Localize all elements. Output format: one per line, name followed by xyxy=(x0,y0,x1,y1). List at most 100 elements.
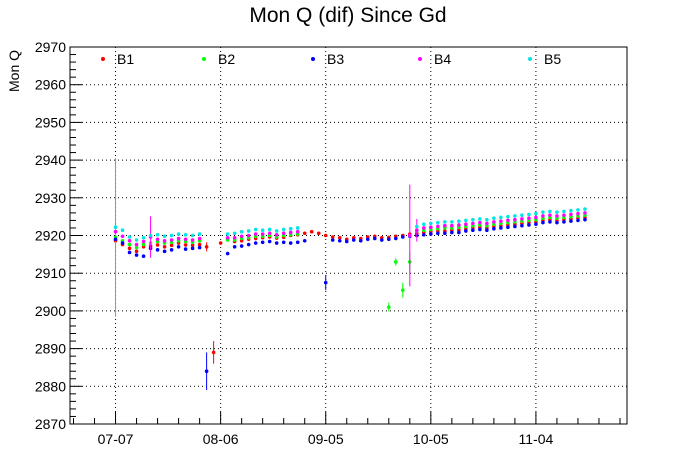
series-B3 xyxy=(113,217,587,391)
data-point xyxy=(169,238,174,242)
data-point xyxy=(393,236,398,241)
y-tick-label: 2910 xyxy=(35,265,66,281)
data-point xyxy=(134,245,139,250)
data-point xyxy=(169,248,174,252)
series-B4 xyxy=(113,184,587,287)
data-point xyxy=(197,236,202,241)
data-point xyxy=(127,246,132,251)
data-point xyxy=(464,218,468,223)
data-point xyxy=(337,238,342,243)
data-point xyxy=(569,208,573,213)
data-point xyxy=(113,237,118,242)
data-point xyxy=(443,223,447,228)
data-point xyxy=(457,230,461,235)
data-point xyxy=(562,220,566,224)
data-point xyxy=(541,220,545,225)
data-point xyxy=(176,232,181,236)
data-point xyxy=(120,228,125,233)
data-point xyxy=(141,239,146,244)
data-point xyxy=(372,236,377,241)
data-point xyxy=(190,238,195,242)
data-point xyxy=(260,232,265,236)
data-point xyxy=(386,305,391,309)
data-point xyxy=(197,242,202,247)
data-point xyxy=(155,232,160,237)
data-point xyxy=(450,223,454,228)
data-point xyxy=(492,216,496,220)
data-point xyxy=(134,249,139,254)
data-point xyxy=(527,212,531,217)
chart-title: Mon Q (dif) Since Gd xyxy=(249,4,447,27)
plot-frame xyxy=(69,46,628,425)
y-tick-label: 2970 xyxy=(35,39,66,55)
y-tick-label: 2880 xyxy=(35,378,66,394)
series-B2 xyxy=(113,158,587,317)
data-point xyxy=(288,226,293,231)
data-point xyxy=(583,207,587,211)
data-point xyxy=(120,234,125,239)
legend-marker xyxy=(101,57,105,61)
data-point xyxy=(162,234,167,239)
data-point xyxy=(400,235,405,239)
data-point xyxy=(295,226,300,230)
data-point xyxy=(499,219,503,223)
data-point xyxy=(239,244,244,248)
data-point xyxy=(478,220,482,225)
data-point xyxy=(548,213,552,217)
data-point xyxy=(281,227,286,232)
data-point xyxy=(569,212,573,217)
data-point xyxy=(351,238,356,242)
data-point xyxy=(548,209,552,214)
data-point xyxy=(204,369,209,374)
data-point xyxy=(548,220,552,224)
data-point xyxy=(155,243,160,247)
data-point xyxy=(393,260,398,264)
data-point xyxy=(274,229,279,233)
x-tick-label: 11-04 xyxy=(519,431,554,447)
data-point xyxy=(583,217,587,222)
legend-label: B3 xyxy=(327,51,344,67)
data-point xyxy=(534,211,538,216)
y-tick-label: 2890 xyxy=(35,341,66,357)
data-point xyxy=(562,209,566,214)
data-point xyxy=(464,222,468,226)
data-point xyxy=(443,220,447,224)
y-tick-label: 2950 xyxy=(35,114,66,130)
x-tick-label: 09-05 xyxy=(308,431,344,447)
data-point xyxy=(183,237,188,242)
data-point xyxy=(450,220,454,224)
data-point xyxy=(555,220,559,225)
y-tick-label: 2930 xyxy=(35,190,66,206)
data-point xyxy=(162,249,167,254)
data-point xyxy=(379,238,384,242)
data-point xyxy=(302,231,307,236)
data-point xyxy=(576,211,580,216)
data-point xyxy=(415,228,419,233)
data-point xyxy=(562,213,566,217)
legend-marker xyxy=(528,57,532,61)
series-B5 xyxy=(113,207,587,242)
data-point xyxy=(506,218,510,223)
legend-label: B5 xyxy=(544,51,561,67)
data-point xyxy=(492,226,496,231)
data-point xyxy=(323,233,328,238)
data-point xyxy=(113,229,118,234)
data-point xyxy=(555,210,559,214)
data-point xyxy=(358,238,363,243)
data-point xyxy=(253,241,258,245)
data-point xyxy=(246,229,251,233)
data-point xyxy=(436,220,440,225)
data-point xyxy=(183,243,188,247)
data-point xyxy=(211,350,216,355)
data-point xyxy=(527,223,531,227)
x-tick-label: 08-06 xyxy=(203,431,239,447)
data-point xyxy=(197,232,202,236)
data-point xyxy=(471,228,475,233)
data-point xyxy=(555,214,559,218)
data-point xyxy=(569,219,573,223)
data-point xyxy=(274,232,279,237)
data-point xyxy=(288,230,293,235)
x-tick-label: 10-05 xyxy=(413,431,449,447)
